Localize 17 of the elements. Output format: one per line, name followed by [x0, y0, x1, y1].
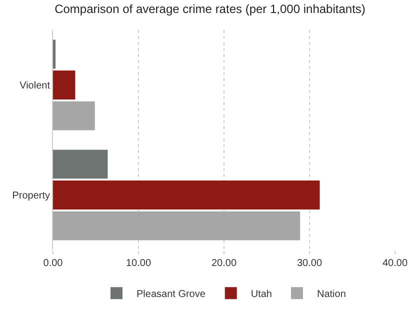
bar [53, 150, 108, 179]
chart-title: Comparison of average crime rates (per 1,000 inhabitants) [54, 2, 366, 16]
bar [53, 101, 95, 130]
legend-label: Nation [316, 289, 346, 300]
legend-label: Pleasant Grove [136, 289, 206, 300]
y-tick-label: Violent [20, 80, 50, 92]
bar [53, 40, 56, 69]
x-tick-label: 30.00 [296, 258, 322, 269]
legend-label: Utah [250, 289, 272, 300]
bar [53, 70, 76, 100]
x-tick-label: 20.00 [211, 258, 237, 269]
x-tick-label: 10.00 [126, 258, 152, 269]
x-tick-label: 40.00 [382, 258, 408, 269]
bar [53, 180, 320, 210]
x-tick-label: 0.00 [43, 258, 64, 269]
y-tick-label: Property [12, 190, 50, 202]
bar [53, 211, 300, 240]
